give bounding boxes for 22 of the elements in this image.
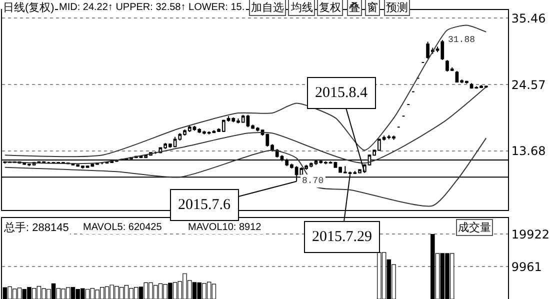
y-tick-label: 35.46 xyxy=(511,11,546,26)
y-tick-label: 9961 xyxy=(511,260,542,274)
annotation: 叠 xyxy=(349,1,360,14)
annotation: 2015.7.6 xyxy=(178,197,231,213)
annotation: 总手: 288145 xyxy=(3,221,69,234)
annotation: 预测 xyxy=(386,1,408,14)
annotation: 窗 xyxy=(367,1,378,14)
annotation: 成交量 xyxy=(458,221,491,234)
annotation: 31.88 xyxy=(448,35,476,45)
annotation: MAVOL5: 620425 xyxy=(83,222,162,233)
annotation: 8.70 xyxy=(302,176,324,186)
y-tick-label: 24.57 xyxy=(511,78,546,92)
annotation: MID: 24.22↑ UPPER: 32.58↑ LOWER: 15. xyxy=(59,2,245,13)
annotation: MAVOL10: 8912 xyxy=(188,222,262,233)
annotation: 均线 xyxy=(290,1,313,14)
annotation: 2015.7.29 xyxy=(312,229,372,245)
annotation: 加自选 xyxy=(251,1,284,14)
annotation: 复权 xyxy=(319,1,341,14)
annotation: 2015.8.4 xyxy=(315,85,368,101)
annotation: 日线(复权) xyxy=(3,1,54,14)
y-tick-label: 19922 xyxy=(511,227,550,242)
y-tick-label: 13.68 xyxy=(511,144,546,158)
